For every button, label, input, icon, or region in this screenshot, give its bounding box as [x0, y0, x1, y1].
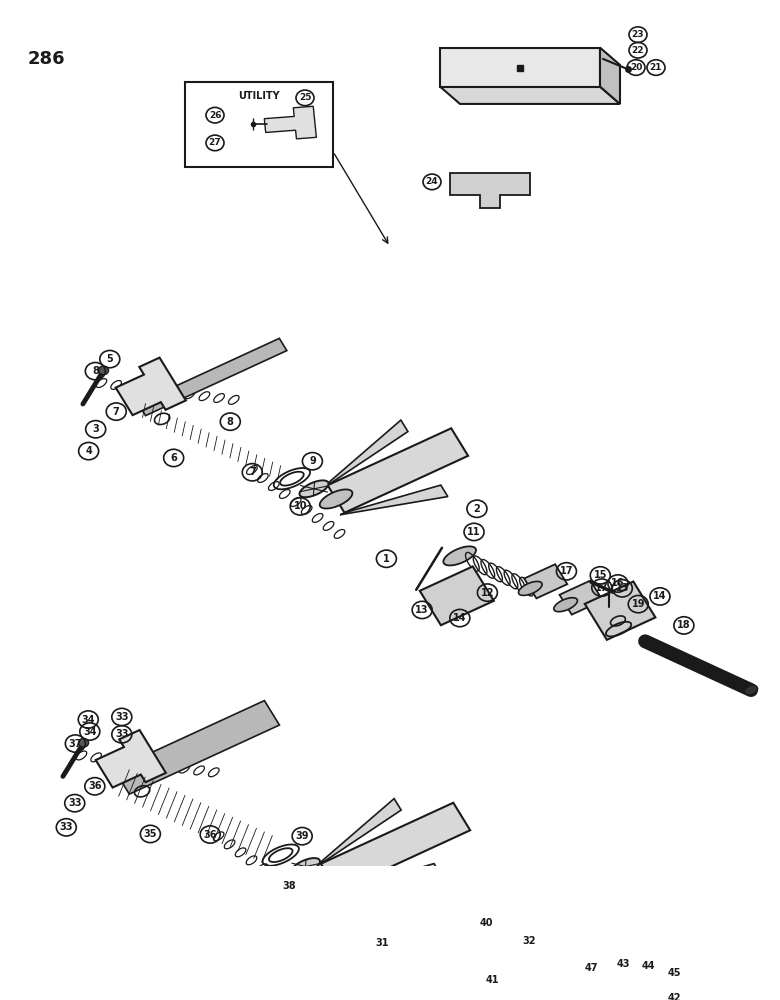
Text: 3: 3 — [92, 424, 99, 434]
Text: 33: 33 — [59, 822, 73, 832]
Text: 7: 7 — [113, 407, 119, 417]
Polygon shape — [554, 598, 577, 612]
Circle shape — [79, 738, 89, 747]
Text: 14: 14 — [453, 613, 466, 623]
Polygon shape — [328, 428, 468, 513]
Text: 4: 4 — [85, 446, 92, 456]
Text: 21: 21 — [650, 63, 662, 72]
Polygon shape — [744, 685, 757, 695]
Polygon shape — [264, 106, 317, 139]
Text: 34: 34 — [83, 727, 97, 737]
Text: 1: 1 — [383, 554, 390, 564]
Text: 286: 286 — [28, 50, 66, 68]
Text: 11: 11 — [467, 527, 480, 537]
Polygon shape — [340, 485, 448, 515]
Polygon shape — [323, 420, 408, 487]
Text: 41: 41 — [486, 975, 499, 985]
Text: 7: 7 — [249, 467, 256, 477]
Polygon shape — [548, 977, 569, 989]
Polygon shape — [333, 864, 441, 893]
Text: 12: 12 — [480, 588, 495, 598]
Polygon shape — [300, 480, 328, 497]
Polygon shape — [138, 338, 287, 416]
Polygon shape — [524, 564, 567, 598]
Text: 33: 33 — [115, 729, 129, 739]
Polygon shape — [559, 581, 603, 615]
Text: 42: 42 — [668, 993, 681, 1000]
Text: 13: 13 — [615, 583, 629, 593]
Text: 15: 15 — [594, 570, 607, 580]
Polygon shape — [313, 868, 346, 887]
Text: 9: 9 — [309, 456, 316, 466]
Text: 32: 32 — [523, 936, 536, 946]
Text: 13: 13 — [416, 605, 429, 615]
Polygon shape — [291, 858, 320, 875]
Polygon shape — [420, 566, 494, 625]
Text: 20: 20 — [629, 63, 642, 72]
Text: 34: 34 — [82, 715, 95, 725]
Polygon shape — [115, 701, 279, 794]
Text: 38: 38 — [282, 881, 296, 891]
Text: 19: 19 — [632, 599, 645, 609]
Text: 6: 6 — [170, 453, 177, 463]
Text: 17: 17 — [595, 583, 608, 593]
FancyBboxPatch shape — [185, 82, 333, 167]
Text: 16: 16 — [612, 578, 625, 588]
Polygon shape — [321, 803, 470, 891]
Polygon shape — [573, 946, 665, 1000]
Text: 14: 14 — [653, 591, 667, 601]
Polygon shape — [115, 358, 186, 415]
Text: 33: 33 — [68, 798, 81, 808]
Polygon shape — [519, 581, 542, 595]
Polygon shape — [317, 799, 401, 866]
Text: 37: 37 — [69, 739, 82, 749]
Text: 18: 18 — [677, 620, 690, 630]
Text: 25: 25 — [299, 93, 311, 102]
Text: 27: 27 — [209, 138, 222, 147]
Text: 8: 8 — [92, 366, 99, 376]
Polygon shape — [553, 960, 595, 992]
Text: 22: 22 — [632, 46, 644, 55]
Polygon shape — [445, 929, 478, 948]
Text: 17: 17 — [560, 566, 573, 576]
Text: 31: 31 — [375, 938, 388, 948]
Text: 36: 36 — [204, 830, 217, 840]
Polygon shape — [585, 582, 655, 640]
Text: 43: 43 — [616, 959, 630, 969]
Polygon shape — [440, 87, 620, 104]
Polygon shape — [443, 546, 476, 565]
Polygon shape — [450, 173, 530, 208]
Text: 44: 44 — [642, 961, 656, 971]
Text: 24: 24 — [426, 177, 438, 186]
Text: 26: 26 — [209, 111, 222, 120]
Text: 35: 35 — [144, 829, 157, 839]
Text: 47: 47 — [585, 963, 598, 973]
Text: 45: 45 — [668, 968, 682, 978]
Text: 8: 8 — [227, 417, 234, 427]
Polygon shape — [320, 489, 353, 509]
Text: 33: 33 — [115, 712, 129, 722]
Circle shape — [98, 366, 108, 375]
Polygon shape — [600, 48, 620, 104]
Text: 10: 10 — [293, 501, 307, 511]
Polygon shape — [96, 730, 166, 788]
Text: 36: 36 — [88, 781, 101, 791]
Text: 2: 2 — [473, 504, 480, 514]
Text: 23: 23 — [632, 30, 644, 39]
Text: UTILITY: UTILITY — [238, 91, 280, 101]
Text: 39: 39 — [296, 831, 309, 841]
Text: 5: 5 — [106, 354, 113, 364]
Text: 40: 40 — [480, 918, 494, 928]
Polygon shape — [440, 48, 600, 87]
